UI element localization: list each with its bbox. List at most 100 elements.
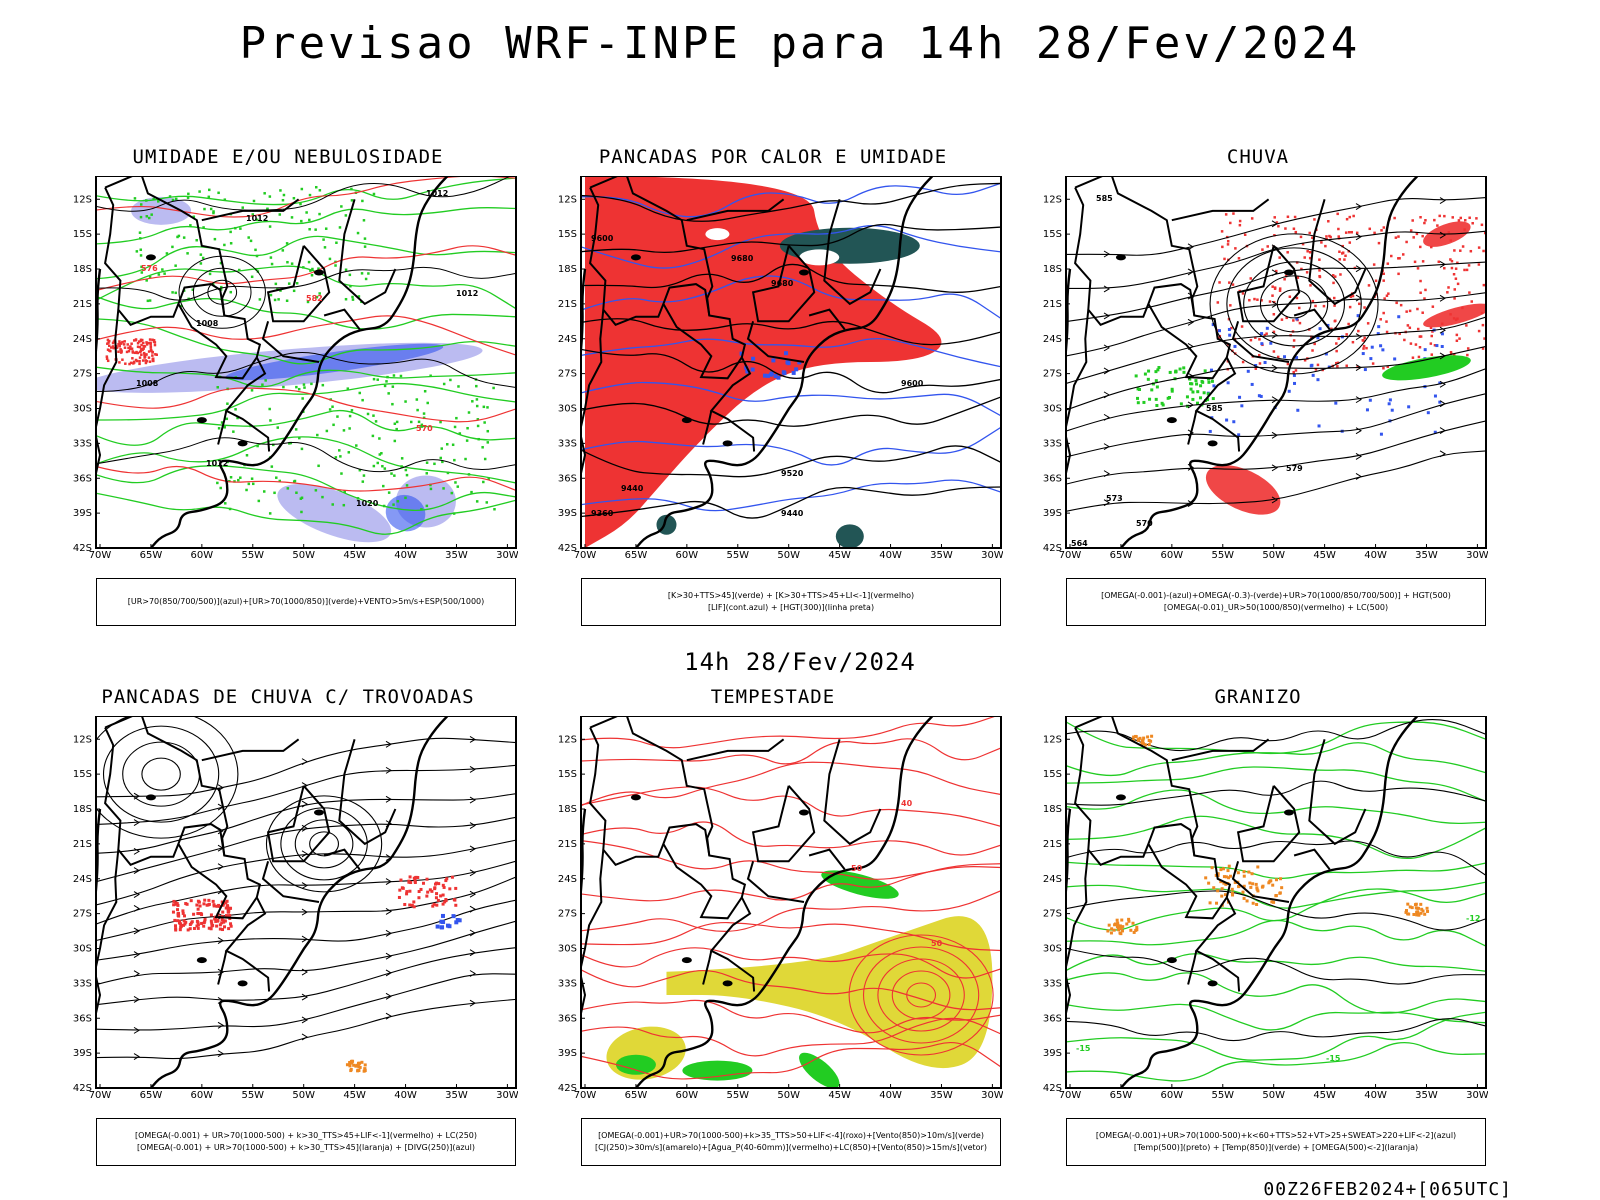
speckle-point bbox=[1151, 382, 1155, 386]
speckle-point bbox=[1316, 363, 1320, 367]
speckle-point bbox=[1414, 906, 1418, 910]
speckle-point bbox=[236, 416, 239, 420]
speckle-point bbox=[428, 888, 432, 892]
speckle-point bbox=[247, 236, 250, 239]
speckle-point bbox=[261, 383, 264, 386]
country-border bbox=[751, 785, 816, 863]
speckle-point bbox=[1433, 430, 1437, 434]
speckle-point bbox=[223, 198, 227, 201]
speckle-point bbox=[295, 491, 298, 494]
speckle-point bbox=[422, 416, 426, 420]
speckle-point bbox=[258, 298, 262, 301]
speckle-point bbox=[1466, 353, 1469, 357]
speckle-point bbox=[451, 443, 455, 447]
streamline-arrow bbox=[469, 970, 476, 977]
contour-ring bbox=[1276, 289, 1312, 319]
lake bbox=[1166, 957, 1177, 964]
speckle-point bbox=[1156, 368, 1160, 372]
speckle-point bbox=[1222, 875, 1226, 879]
speckle-point bbox=[382, 484, 385, 488]
speckle-point bbox=[1221, 867, 1225, 871]
speckle-point bbox=[385, 380, 388, 383]
speckle-point bbox=[1318, 269, 1321, 272]
speckle-point bbox=[174, 264, 177, 267]
lon-tick-label: 55W bbox=[1211, 1090, 1234, 1101]
streamline-arrow bbox=[1439, 294, 1446, 302]
speckle-point bbox=[1300, 267, 1303, 271]
speckle-point bbox=[292, 289, 296, 293]
speckle-point bbox=[1249, 338, 1253, 342]
speckle-point bbox=[1416, 906, 1420, 910]
lon-tick-label: 40W bbox=[879, 1090, 902, 1101]
speckle-point bbox=[181, 923, 185, 927]
speckle-point bbox=[256, 444, 259, 448]
speckle-point bbox=[441, 460, 444, 464]
country-border bbox=[261, 861, 320, 903]
streamline-arrow bbox=[1187, 268, 1194, 276]
speckle-point bbox=[220, 914, 224, 918]
speckle-point bbox=[140, 343, 143, 347]
speckle-point bbox=[117, 350, 120, 353]
country-border bbox=[1293, 308, 1331, 331]
lat-tick-label: 39S bbox=[73, 508, 92, 519]
speckle-point bbox=[1257, 394, 1261, 398]
speckle-point bbox=[1308, 251, 1312, 254]
speckle-point bbox=[1408, 309, 1412, 313]
speckle-point bbox=[363, 1067, 367, 1071]
speckle-point bbox=[430, 889, 434, 893]
speckle-point bbox=[1370, 345, 1374, 349]
speckle-point bbox=[300, 510, 303, 514]
lat-tick-label: 30S bbox=[1043, 404, 1062, 415]
lat-tick-label: 12S bbox=[558, 734, 577, 745]
map-frame-group bbox=[96, 716, 516, 1088]
speckle-point bbox=[486, 441, 490, 444]
speckle-point bbox=[1255, 886, 1259, 890]
speckle-point bbox=[268, 225, 272, 228]
lon-tick-label: 55W bbox=[241, 1090, 264, 1101]
country-border bbox=[702, 410, 713, 445]
speckle-point bbox=[1481, 347, 1485, 350]
speckle-point bbox=[178, 928, 182, 932]
speckle-point bbox=[448, 887, 452, 891]
speckle-point bbox=[292, 196, 296, 200]
legend-line: [K>30+TTS>45](verde) + [K>30+TTS>45+LI<-… bbox=[667, 591, 915, 600]
lat-tick-label: 12S bbox=[73, 194, 92, 205]
speckle-point bbox=[481, 446, 484, 449]
streamline bbox=[96, 793, 516, 854]
streamline-arrow bbox=[385, 766, 392, 774]
speckle-point bbox=[1356, 314, 1360, 318]
coastline-west bbox=[96, 268, 102, 362]
contour-line-red bbox=[581, 863, 1001, 902]
isohypse bbox=[581, 396, 1001, 427]
speckle-point bbox=[1465, 324, 1468, 327]
lake bbox=[722, 440, 733, 447]
speckle-point bbox=[355, 444, 358, 447]
speckle-point bbox=[1405, 240, 1408, 244]
speckle-point bbox=[1127, 919, 1131, 923]
speckle-point bbox=[130, 347, 134, 350]
panel-title: TEMPESTADE bbox=[710, 686, 836, 708]
map-border bbox=[580, 716, 1002, 1089]
speckle-point bbox=[1311, 373, 1315, 377]
speckle-point bbox=[432, 902, 436, 906]
speckle-point bbox=[361, 480, 365, 483]
lon-tick-label: 35W bbox=[445, 550, 468, 561]
speckle-point bbox=[1365, 346, 1368, 350]
lon-tick-label: 55W bbox=[241, 550, 264, 561]
speckle-point bbox=[1430, 353, 1434, 356]
streamline-arrow bbox=[301, 850, 308, 858]
speckle-point bbox=[1397, 315, 1401, 319]
speckle-point bbox=[1338, 250, 1341, 253]
lon-tick-label: 70W bbox=[1059, 1090, 1082, 1101]
speckle-point bbox=[380, 452, 383, 455]
speckle-point bbox=[252, 199, 256, 203]
speckle-point bbox=[268, 512, 272, 515]
speckle-point bbox=[149, 342, 152, 346]
speckle-point bbox=[126, 343, 129, 346]
streamline-arrow bbox=[1103, 470, 1110, 478]
speckle-point bbox=[412, 905, 416, 909]
speckle-point bbox=[1238, 219, 1242, 223]
speckle-point bbox=[348, 273, 352, 277]
speckle-point bbox=[198, 190, 201, 193]
map-border bbox=[1065, 176, 1487, 549]
